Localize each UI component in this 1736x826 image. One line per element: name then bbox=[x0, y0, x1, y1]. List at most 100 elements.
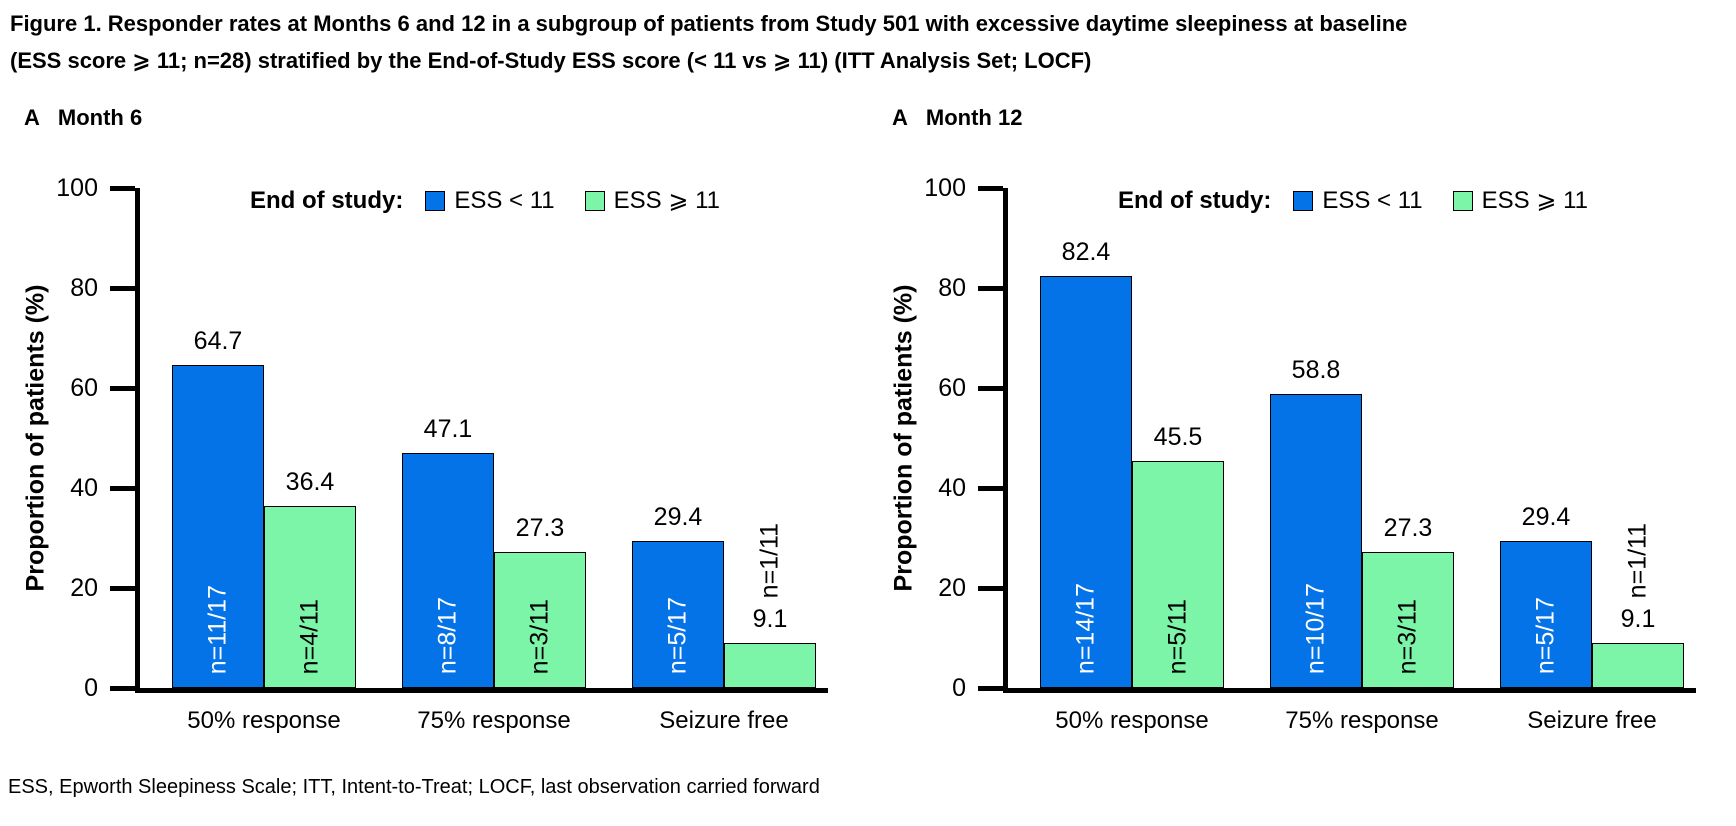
figure-title-line1: Figure 1. Responder rates at Months 6 an… bbox=[10, 11, 1408, 36]
bar-value-label: 45.5 bbox=[1153, 422, 1203, 451]
bar-value-label: 29.4 bbox=[653, 503, 703, 531]
bar-value-label: 29.4 bbox=[1521, 503, 1571, 531]
bar-cell: 9.1 n=1/11 bbox=[1592, 188, 1684, 688]
bar-cell: 36.4 n=4/11 bbox=[264, 188, 356, 688]
bar-n-label: n=10/17 bbox=[1301, 582, 1330, 674]
bar-group: 58.8 n=10/17 27.3 n=3/11 bbox=[1270, 188, 1454, 688]
x-axis-category-label: 75% response bbox=[1285, 707, 1439, 734]
legend-swatch bbox=[584, 190, 605, 211]
x-axis-category-label: Seizure free bbox=[1527, 707, 1657, 734]
y-axis-tick bbox=[110, 585, 135, 591]
bar-cell: 47.1 n=8/17 bbox=[402, 188, 494, 688]
x-axis-category-label: Seizure free bbox=[659, 707, 789, 734]
bar-groups: 64.7 n=11/17 36.4 n=4/11 47.1 n=8/17 27.3 n=3/1… bbox=[172, 188, 816, 688]
y-axis-tick-label: 0 bbox=[84, 674, 98, 702]
bar-group: 29.4 n=5/17 9.1 n=1/11 bbox=[1500, 188, 1684, 688]
bar-cell: 82.4 n=14/17 bbox=[1040, 188, 1132, 688]
bar-n-label: n=11/17 bbox=[203, 584, 232, 674]
bar-n-label: n=3/11 bbox=[1393, 598, 1422, 674]
bar-value-label: 9.1 bbox=[752, 604, 788, 633]
abbreviations-footnote: ESS, Epworth Sleepiness Scale; ITT, Inte… bbox=[8, 776, 820, 798]
bar bbox=[1040, 276, 1132, 688]
bar-cell: 45.5 n=5/11 bbox=[1132, 188, 1224, 688]
y-axis-tick bbox=[978, 685, 1003, 691]
y-axis-tick bbox=[110, 685, 135, 691]
bar bbox=[724, 642, 816, 688]
bar-group: 29.4 n=5/17 9.1 n=1/11 bbox=[632, 188, 816, 688]
figure-title-line2: (ESS score ⩾ 11; n=28) stratified by the… bbox=[10, 48, 1092, 73]
bar-value-label: 36.4 bbox=[285, 468, 335, 496]
x-axis-category-label: 75% response bbox=[417, 707, 571, 734]
bar bbox=[1270, 394, 1362, 688]
y-axis-tick-label: 80 bbox=[938, 274, 966, 302]
y-axis-tick-label: 40 bbox=[938, 474, 966, 502]
bar-value-label: 9.1 bbox=[1620, 604, 1656, 633]
bar-value-label: 64.7 bbox=[193, 326, 243, 355]
y-axis-tick bbox=[978, 385, 1003, 391]
bar-cell: 9.1 n=1/11 bbox=[724, 188, 816, 688]
y-axis-tick-label: 0 bbox=[952, 674, 966, 702]
bar-n-label: n=5/17 bbox=[1531, 596, 1560, 674]
bar-group: 47.1 n=8/17 27.3 n=3/11 bbox=[402, 188, 586, 688]
y-axis-tick-label: 40 bbox=[70, 474, 98, 502]
figure-title: Figure 1. Responder rates at Months 6 an… bbox=[10, 5, 1407, 79]
bar-cell: 29.4 n=5/17 bbox=[632, 188, 724, 688]
bar-cell: 27.3 n=3/11 bbox=[1362, 188, 1454, 688]
legend-item: ESS < 11 bbox=[425, 187, 555, 215]
y-axis-tick bbox=[110, 185, 135, 191]
bar bbox=[264, 506, 356, 688]
legend-label: ESS ⩾ 11 bbox=[1481, 187, 1589, 214]
legend-label: ESS < 11 bbox=[1322, 186, 1423, 214]
legend-item: ESS ⩾ 11 bbox=[1452, 186, 1589, 215]
bar-value-label: 27.3 bbox=[1383, 513, 1433, 542]
bar bbox=[1362, 551, 1454, 688]
y-axis-tick bbox=[110, 285, 135, 291]
legend-item: ESS ⩾ 11 bbox=[584, 186, 721, 215]
legend-item: ESS < 11 bbox=[1293, 186, 1423, 215]
x-axis-category-label: 50% response bbox=[187, 707, 341, 734]
bar bbox=[1132, 460, 1224, 688]
bar bbox=[402, 452, 494, 688]
legend-swatch bbox=[425, 190, 446, 211]
y-axis-tick bbox=[978, 585, 1003, 591]
y-axis-tick-label: 60 bbox=[938, 374, 966, 402]
panel-label: A Month 6 bbox=[24, 105, 142, 131]
bar-group: 64.7 n=11/17 36.4 n=4/11 bbox=[172, 188, 356, 688]
bar-cell: 29.4 n=5/17 bbox=[1500, 188, 1592, 688]
panel-title: Month 6 bbox=[57, 105, 143, 130]
x-axis-category-label: 50% response bbox=[1055, 707, 1209, 734]
bar-n-label: n=3/11 bbox=[525, 598, 554, 674]
bar-cell: 58.8 n=10/17 bbox=[1270, 188, 1362, 688]
y-axis-tick bbox=[110, 485, 135, 491]
y-axis-tick bbox=[110, 385, 135, 391]
legend-swatch bbox=[1452, 190, 1473, 211]
legend: End of study: ESS < 11 ESS ⩾ 11 bbox=[1118, 186, 1618, 215]
bar-n-label: n=8/17 bbox=[433, 596, 462, 674]
bar-value-label: 58.8 bbox=[1291, 356, 1341, 384]
chart-panel-month-6: A Month 6 Proportion of patients (%) 0 20 4… bbox=[0, 95, 868, 775]
y-axis-tick-label: 60 bbox=[70, 374, 98, 402]
bar-n-label: n=5/17 bbox=[663, 596, 692, 674]
bar bbox=[632, 541, 724, 688]
panel-title: Month 12 bbox=[925, 105, 1023, 130]
bar-value-label: 47.1 bbox=[423, 414, 473, 443]
y-axis-tick-label: 20 bbox=[938, 574, 966, 602]
bar bbox=[1592, 642, 1684, 688]
y-axis-tick bbox=[978, 285, 1003, 291]
y-axis-label: Proportion of patients (%) bbox=[889, 284, 918, 592]
y-axis-tick bbox=[978, 185, 1003, 191]
bar bbox=[172, 364, 264, 688]
y-axis-tick-label: 100 bbox=[56, 174, 98, 202]
bar-n-label: n=14/17 bbox=[1071, 582, 1100, 674]
x-axis-category-labels: 50% response 75% response Seizure free bbox=[172, 707, 816, 735]
panel-label: A Month 12 bbox=[892, 105, 1022, 131]
legend-label: ESS ⩾ 11 bbox=[613, 187, 721, 214]
bar-group: 82.4 n=14/17 45.5 n=5/11 bbox=[1040, 188, 1224, 688]
y-axis-tick bbox=[978, 485, 1003, 491]
legend-title: End of study: bbox=[1118, 186, 1272, 214]
y-axis-label: Proportion of patients (%) bbox=[21, 284, 50, 592]
plot-area: 0 20 40 60 80 100 End of study: ESS < 11 ESS ⩾ 1… bbox=[56, 174, 828, 702]
y-axis-tick-label: 20 bbox=[70, 574, 98, 602]
panel-letter: A bbox=[24, 105, 40, 130]
